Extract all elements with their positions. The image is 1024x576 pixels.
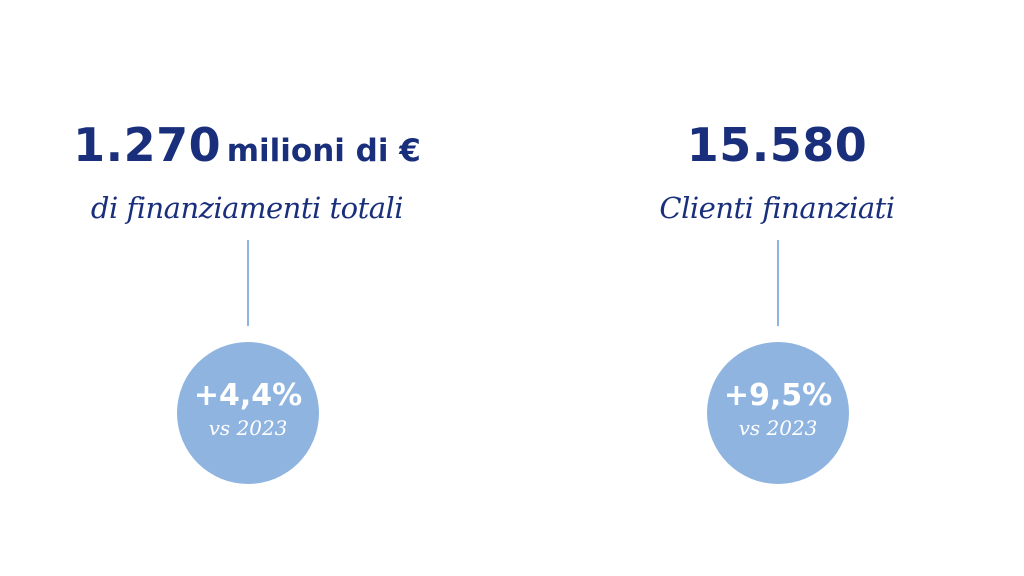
comparison-label: vs 2023	[738, 416, 818, 440]
comparison-label: vs 2023	[208, 416, 288, 440]
stat-unit: milioni di €	[226, 133, 421, 169]
change-percentage: +9,5%	[723, 378, 833, 413]
change-percentage: +4,4%	[193, 378, 303, 413]
stat-headline: 1.270 milioni di €	[7, 118, 487, 172]
stat-value: 15.580	[686, 118, 868, 172]
change-bubble: +9,5% vs 2023	[707, 342, 849, 484]
stat-total-financing: 1.270 milioni di € di finanziamenti tota…	[7, 0, 487, 576]
stat-caption: di finanziamenti totali	[90, 191, 404, 225]
change-bubble: +4,4% vs 2023	[177, 342, 319, 484]
stat-headline: 15.580	[537, 118, 1017, 172]
stat-caption: Clienti finanziati	[659, 191, 895, 225]
stat-value: 1.270	[73, 118, 222, 172]
connector-line	[247, 240, 249, 326]
stat-financed-clients: 15.580 Clienti finanziati +9,5% vs 2023	[537, 0, 1017, 576]
connector-line	[777, 240, 779, 326]
